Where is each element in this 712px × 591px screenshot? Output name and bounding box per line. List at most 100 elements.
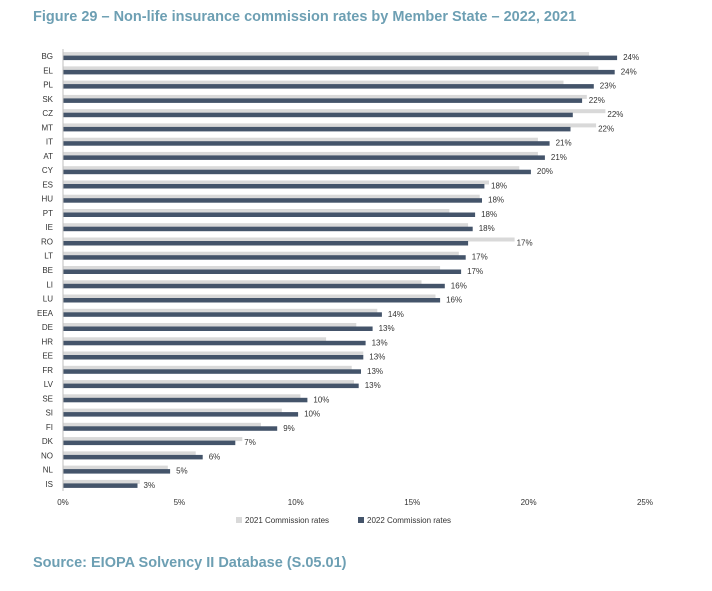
bar-2021-be <box>63 266 441 270</box>
bar-2021-ro <box>63 237 515 242</box>
data-label-no: 6% <box>209 452 221 461</box>
data-label-ee: 13% <box>369 353 385 362</box>
bar-2021-lu <box>63 294 436 299</box>
x-tick-label-0: 0% <box>57 498 69 507</box>
data-label-hr: 13% <box>372 338 388 347</box>
bar-2022-nl <box>63 469 171 474</box>
data-label-mt: 22% <box>598 124 614 133</box>
bar-2021-lv <box>63 380 354 385</box>
data-label-el: 24% <box>621 67 637 76</box>
bar-2022-hu <box>63 198 482 203</box>
bar-2021-bg <box>63 52 590 57</box>
category-label-cz: CZ <box>42 109 53 118</box>
bar-2021-mt <box>63 123 597 128</box>
bar-2022-dk <box>63 440 236 446</box>
bar-2021-nl <box>63 465 168 470</box>
bar-2022-de <box>63 326 373 331</box>
bar-2022-mt <box>63 126 571 132</box>
figure-source: Source: EIOPA Solvency II Database (S.05… <box>33 555 347 571</box>
x-tick-label-15: 15% <box>404 498 420 507</box>
category-label-lt: LT <box>44 252 53 261</box>
data-label-dk: 7% <box>244 438 256 447</box>
x-tick-label-20: 20% <box>521 498 537 507</box>
category-label-es: ES <box>42 181 53 190</box>
bar-2021-es <box>63 180 489 185</box>
bar-2021-hu <box>63 194 480 199</box>
bar-2021-si <box>63 408 282 413</box>
category-label-hu: HU <box>41 195 53 204</box>
legend-label-2021: 2021 Commission rates <box>245 516 329 525</box>
bar-2021-dk <box>63 437 243 442</box>
bar-2021-hr <box>63 337 327 342</box>
category-label-si: SI <box>45 409 53 418</box>
data-label-es: 18% <box>491 182 507 191</box>
bar-2021-it <box>63 137 538 142</box>
category-label-de: DE <box>42 323 53 332</box>
bar-2022-ie <box>63 226 473 232</box>
bar-2021-fr <box>63 365 352 370</box>
data-label-eea: 14% <box>388 310 404 319</box>
data-label-hu: 18% <box>488 196 504 205</box>
bar-2022-fr <box>63 369 361 374</box>
data-label-bg: 24% <box>623 53 639 62</box>
category-label-pl: PL <box>43 81 53 90</box>
bar-2021-eea <box>63 308 378 313</box>
bars-group <box>63 52 618 488</box>
figure-title: Figure 29 – Non-life insurance commissio… <box>33 9 577 25</box>
bar-2021-el <box>63 66 599 71</box>
data-label-it: 21% <box>556 139 572 148</box>
bar-2021-de <box>63 323 357 327</box>
category-label-hr: HR <box>41 337 53 346</box>
bar-2021-at <box>63 151 538 156</box>
category-label-ie: IE <box>45 223 53 232</box>
category-label-no: NO <box>41 451 53 460</box>
bar-2021-sk <box>63 94 587 99</box>
bar-2022-ro <box>63 241 469 246</box>
category-label-cy: CY <box>42 166 54 175</box>
category-label-pt: PT <box>43 209 53 218</box>
bar-2022-pl <box>63 84 594 89</box>
data-labels: 24%24%23%22%22%22%21%21%20%18%18%18%18%1… <box>144 53 640 490</box>
bar-2021-li <box>63 280 422 285</box>
bar-2021-se <box>63 394 301 399</box>
category-label-mt: MT <box>41 123 53 132</box>
data-label-pt: 18% <box>481 210 497 219</box>
x-axis-ticks: 0% 5% 10% 15% 20% 25% <box>57 498 653 507</box>
data-label-cy: 20% <box>537 167 553 176</box>
legend-swatch-2021 <box>236 517 242 523</box>
data-label-lu: 16% <box>446 296 462 305</box>
data-label-pl: 23% <box>600 82 616 91</box>
bar-2022-lt <box>63 255 466 260</box>
data-label-be: 17% <box>467 267 483 276</box>
bar-2021-cy <box>63 166 520 171</box>
bar-2022-sk <box>63 98 583 103</box>
data-label-de: 13% <box>379 324 395 333</box>
data-label-sk: 22% <box>589 96 605 105</box>
bar-2021-lt <box>63 251 459 256</box>
category-label-sk: SK <box>42 95 53 104</box>
data-label-fi: 9% <box>283 424 295 433</box>
bar-2021-fi <box>63 422 261 427</box>
bar-2022-li <box>63 283 445 289</box>
bar-2021-pt <box>63 209 450 213</box>
category-label-it: IT <box>46 138 53 147</box>
bar-2021-no <box>63 451 196 456</box>
category-label-be: BE <box>42 266 53 275</box>
category-labels: BG EL PL SK CZ MT IT AT CY ES HU PT IE RO LT BE LI LU EEA D… <box>37 52 54 489</box>
data-label-fr: 13% <box>367 367 383 376</box>
category-label-nl: NL <box>43 466 54 475</box>
legend-label-2022: 2022 Commission rates <box>367 516 451 525</box>
bar-2022-pt <box>63 212 476 217</box>
bar-2022-se <box>63 397 308 403</box>
bar-2021-cz <box>63 109 606 114</box>
data-label-nl: 5% <box>176 467 188 476</box>
bar-2022-lv <box>63 383 359 389</box>
bar-2022-it <box>63 141 550 146</box>
category-label-ee: EE <box>42 352 53 361</box>
bar-2021-ee <box>63 351 364 356</box>
bar-2022-bg <box>63 55 618 61</box>
bar-2022-eea <box>63 312 382 317</box>
bar-2022-is <box>63 483 138 488</box>
data-label-ro: 17% <box>517 239 533 248</box>
data-label-si: 10% <box>304 410 320 419</box>
